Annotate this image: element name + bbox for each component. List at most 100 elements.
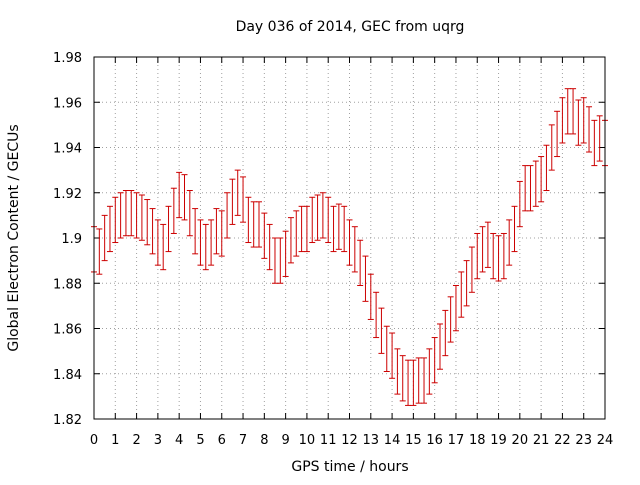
- error-bar-point: [176, 171, 183, 219]
- x-tick-label: 16: [426, 433, 443, 448]
- error-bar-point: [570, 88, 577, 135]
- error-bar-point: [436, 323, 443, 370]
- error-bar-point: [351, 226, 358, 273]
- error-bar-point: [165, 205, 172, 253]
- x-tick-label: 18: [469, 433, 486, 448]
- error-bar-point: [202, 223, 209, 271]
- error-bar-point: [224, 192, 231, 239]
- error-bar-point: [229, 178, 236, 225]
- error-bar-point: [170, 187, 177, 234]
- error-bar-point: [500, 232, 507, 280]
- y-tick-label: 1.84: [53, 368, 82, 383]
- error-bar-point: [128, 189, 135, 237]
- y-tick-label: 1.88: [53, 277, 82, 292]
- x-tick-label: 20: [512, 433, 529, 448]
- error-bar-point: [426, 348, 433, 395]
- error-bar-point: [522, 165, 529, 212]
- error-bar-point: [586, 106, 593, 153]
- x-tick-label: 13: [363, 433, 380, 448]
- error-bar-point: [309, 196, 316, 244]
- y-axis-label: Global Electron Content / GECUs: [6, 124, 22, 351]
- x-tick-label: 17: [448, 433, 465, 448]
- error-bar-point: [580, 97, 587, 144]
- x-tick-label: 24: [597, 433, 614, 448]
- y-tick-label: 1.9: [61, 232, 82, 247]
- error-bar-point: [490, 232, 497, 280]
- x-tick-label: 15: [405, 433, 422, 448]
- error-bar-point: [330, 205, 337, 253]
- error-bar-point: [511, 205, 518, 253]
- error-bar-point: [383, 325, 390, 372]
- error-bar-point: [138, 194, 145, 241]
- error-bar-point: [452, 285, 459, 332]
- error-bar-point: [479, 226, 486, 273]
- plot-frame: [93, 56, 606, 420]
- error-bar-point: [240, 176, 247, 223]
- error-bar-point: [261, 212, 268, 259]
- error-bar-point: [192, 208, 199, 255]
- error-bar-point: [554, 110, 561, 158]
- error-bar-point: [160, 223, 167, 271]
- error-bar-point: [293, 210, 300, 257]
- error-bar-point: [122, 189, 129, 237]
- error-bar-point: [101, 214, 108, 262]
- error-bar-point: [314, 194, 321, 241]
- error-bar-point: [250, 201, 257, 248]
- y-tick-label: 1.98: [53, 51, 82, 66]
- error-bar-point: [548, 124, 555, 171]
- error-bar-point: [96, 228, 103, 275]
- x-tick-label: 23: [575, 433, 592, 448]
- error-bar-point: [325, 196, 332, 244]
- error-bar-point: [256, 201, 263, 248]
- error-bar-point: [538, 156, 545, 203]
- error-bar-point: [319, 192, 326, 239]
- error-bar-point: [367, 273, 374, 320]
- x-tick-label: 1: [111, 433, 119, 448]
- y-tick-label: 1.92: [53, 187, 82, 202]
- x-tick-label: 7: [239, 433, 247, 448]
- error-bar-point: [346, 219, 353, 266]
- error-bar-point: [421, 357, 428, 404]
- x-tick-label: 8: [260, 433, 268, 448]
- x-tick-label: 22: [554, 433, 571, 448]
- error-bar-point: [218, 210, 225, 257]
- x-tick-label: 2: [132, 433, 140, 448]
- y-tick-label: 1.82: [53, 413, 82, 428]
- error-bar-point: [335, 203, 342, 250]
- error-bar-point: [213, 208, 220, 255]
- y-tick-label: 1.86: [53, 323, 82, 338]
- error-bar-point: [463, 260, 470, 307]
- error-bar-point: [298, 205, 305, 253]
- chart-title: Day 036 of 2014, GEC from uqrg: [236, 19, 465, 35]
- error-bar-point: [484, 221, 491, 268]
- x-tick-label: 10: [299, 433, 316, 448]
- y-tick-label: 1.94: [53, 142, 82, 157]
- x-tick-label: 12: [341, 433, 358, 448]
- error-bar-point: [186, 189, 193, 237]
- error-bar-point: [154, 219, 161, 266]
- x-tick-label: 4: [175, 433, 183, 448]
- error-bar-point: [591, 119, 598, 167]
- error-bar-point: [543, 144, 550, 191]
- error-bar-point: [245, 196, 252, 244]
- error-bar-point: [287, 217, 294, 264]
- error-bar-point: [149, 208, 156, 255]
- error-bar-point: [399, 355, 406, 402]
- error-bar-point: [271, 237, 278, 284]
- error-bar-point: [506, 219, 513, 266]
- error-bar-point: [234, 169, 241, 216]
- x-tick-label: 19: [490, 433, 507, 448]
- error-bar-point: [117, 192, 124, 239]
- error-bar-point: [447, 296, 454, 343]
- error-bar-point: [458, 271, 465, 318]
- error-bar-point: [266, 223, 273, 271]
- error-bar-point: [575, 99, 582, 146]
- error-bar-point: [133, 192, 140, 239]
- error-bar-point: [303, 205, 310, 253]
- x-tick-label: 3: [154, 433, 162, 448]
- error-bar-point: [277, 237, 284, 284]
- error-bar-point: [144, 199, 151, 246]
- error-bar-point: [181, 174, 188, 221]
